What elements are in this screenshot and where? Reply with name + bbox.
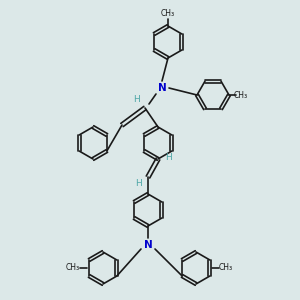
Text: H: H bbox=[165, 152, 171, 161]
Text: H: H bbox=[134, 95, 140, 104]
Text: CH₃: CH₃ bbox=[161, 10, 175, 19]
Text: H: H bbox=[135, 178, 141, 188]
Text: N: N bbox=[144, 240, 152, 250]
Text: CH₃: CH₃ bbox=[234, 91, 248, 100]
Text: N: N bbox=[158, 83, 166, 93]
Text: CH₃: CH₃ bbox=[219, 263, 233, 272]
Text: CH₃: CH₃ bbox=[66, 263, 80, 272]
